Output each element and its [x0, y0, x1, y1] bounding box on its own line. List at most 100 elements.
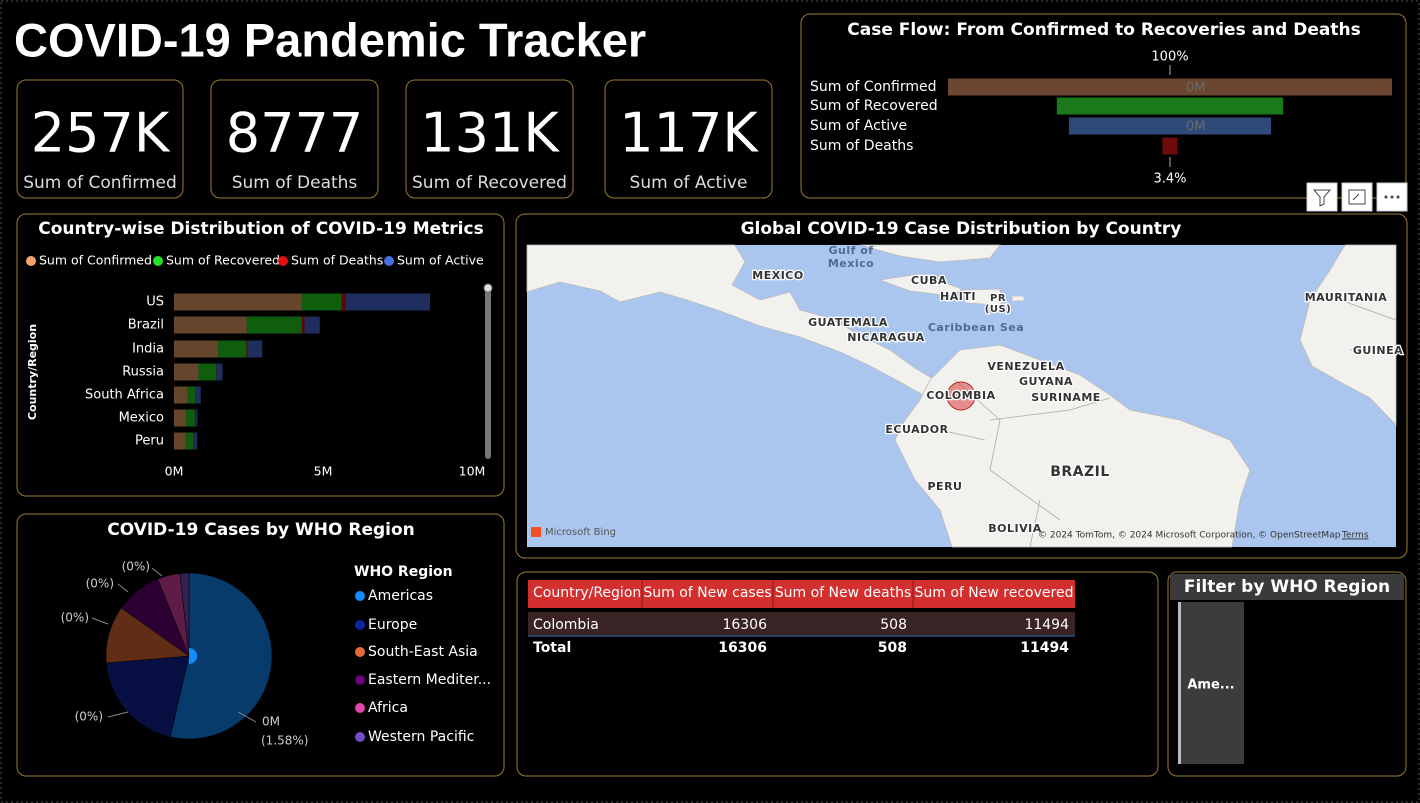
- table-cell: 508: [880, 617, 907, 633]
- map-terms[interactable]: Terms: [1341, 531, 1369, 541]
- panel: [16, 213, 505, 497]
- icon-glyph: [1396, 195, 1400, 199]
- y-tick-label: Brazil: [128, 318, 164, 333]
- legend-label: Western Pacific: [368, 729, 474, 745]
- scroll-handle[interactable]: [483, 283, 493, 293]
- legend-swatch: [355, 732, 365, 742]
- bar-segment: [174, 363, 199, 381]
- map-label: BOLIVIA: [988, 522, 1041, 535]
- leader-line: [91, 617, 109, 625]
- bar-segment: [174, 432, 186, 450]
- bar-segment: [174, 293, 302, 311]
- bar-segment: [194, 409, 197, 427]
- pie-data-label: (0%): [86, 577, 114, 591]
- funnel-bar: [1056, 97, 1284, 115]
- icon-box: [1341, 182, 1373, 212]
- scrollbar[interactable]: [485, 287, 491, 459]
- pie-data-label: (0%): [75, 710, 103, 724]
- filter-icon[interactable]: [1306, 182, 1338, 212]
- map-border: [954, 379, 1061, 521]
- legend-swatch: [153, 256, 163, 266]
- panel: [16, 513, 505, 777]
- table-header[interactable]: Country/Region: [533, 585, 641, 601]
- map-label: COLOMBIA: [926, 389, 995, 402]
- more-icon[interactable]: [1376, 182, 1408, 212]
- legend-label: Sum of Recovered: [166, 253, 280, 268]
- map-land: [894, 344, 1251, 548]
- funnel-value-label: 0M: [1186, 81, 1206, 96]
- map-label: PERU: [928, 480, 963, 493]
- map-label: Mexico: [828, 257, 874, 270]
- legend-swatch: [278, 256, 288, 266]
- bar-segment: [246, 316, 302, 334]
- card-label: Sum of Confirmed: [23, 173, 177, 193]
- pie-slice: [106, 655, 190, 738]
- map-label: MAURITANIA: [1305, 291, 1388, 304]
- card-value: 131K: [420, 102, 560, 165]
- legend-label: Africa: [368, 700, 408, 716]
- legend-label: Sum of Confirmed: [39, 253, 152, 268]
- bar-segment: [216, 363, 223, 381]
- legend-label: Eastern Mediter...: [368, 672, 491, 688]
- map-land: [961, 288, 1002, 306]
- bar-segment: [195, 386, 201, 404]
- map-border: [939, 429, 986, 441]
- funnel-bottom-label: 3.4%: [1153, 172, 1186, 187]
- y-tick-label: US: [146, 295, 164, 310]
- slicer-header-bg: [1170, 574, 1404, 600]
- page-title: COVID-19 Pandemic Tracker: [14, 13, 646, 66]
- card-label: Sum of Deaths: [232, 173, 358, 193]
- icon-glyph: [1384, 195, 1388, 199]
- map-border: [1029, 499, 1041, 548]
- table-header[interactable]: Sum of New recovered: [915, 585, 1074, 601]
- panel: [405, 79, 574, 199]
- funnel-bar: [948, 78, 1392, 96]
- map-attribution: © 2024 TomTom, © 2024 Microsoft Corporat…: [1038, 531, 1341, 541]
- table-cell: 11494: [1024, 617, 1069, 633]
- y-tick-label: Russia: [122, 365, 164, 380]
- funnel-bar: [1162, 137, 1178, 155]
- table-total-cell: 508: [878, 640, 907, 656]
- map-bubble[interactable]: [946, 381, 976, 411]
- legend-swatch: [355, 647, 365, 657]
- map-border: [989, 397, 1111, 421]
- map-label: GUINEA: [1353, 344, 1403, 357]
- panel: [16, 79, 184, 199]
- pie-slice: [179, 572, 190, 657]
- card-label: Sum of Active: [630, 173, 748, 193]
- map-logo: Microsoft Bing: [545, 527, 616, 538]
- bar-segment: [247, 340, 263, 358]
- funnel-category: Sum of Active: [810, 118, 907, 134]
- focus-icon[interactable]: [1341, 182, 1373, 212]
- legend-swatch: [384, 256, 394, 266]
- map-label: VENEZUELA: [987, 360, 1064, 373]
- bing-logo: [531, 527, 541, 537]
- bar-segment: [185, 432, 194, 450]
- bar-segment: [301, 293, 342, 311]
- pie-slice: [169, 572, 273, 740]
- bar-segment: [193, 432, 195, 450]
- table-header[interactable]: Sum of New cases: [643, 585, 771, 601]
- table-cell: Colombia: [533, 617, 599, 633]
- funnel-category: Sum of Confirmed: [810, 79, 936, 95]
- table-header-bg: [528, 580, 1075, 608]
- x-tick-label: 0M: [165, 464, 184, 479]
- slicer-edge: [1178, 602, 1181, 764]
- map-label: CUBA: [911, 274, 947, 287]
- legend-swatch: [355, 591, 365, 601]
- map-label: GUATEMALA: [808, 316, 888, 329]
- bar-segment: [304, 316, 320, 334]
- legend-swatch: [355, 675, 365, 685]
- x-tick-label: 10M: [459, 464, 486, 479]
- legend-label: Sum of Deaths: [291, 253, 383, 268]
- bar-segment: [194, 432, 198, 450]
- map-label: SURINAME: [1031, 391, 1101, 404]
- map-label: ECUADOR: [885, 423, 948, 436]
- map-label: GUYANA: [1019, 375, 1073, 388]
- table-header[interactable]: Sum of New deaths: [775, 585, 912, 601]
- card-value: 117K: [619, 102, 759, 165]
- slicer-item[interactable]: Ame...: [1178, 602, 1244, 764]
- x-tick-label: 5M: [314, 464, 333, 479]
